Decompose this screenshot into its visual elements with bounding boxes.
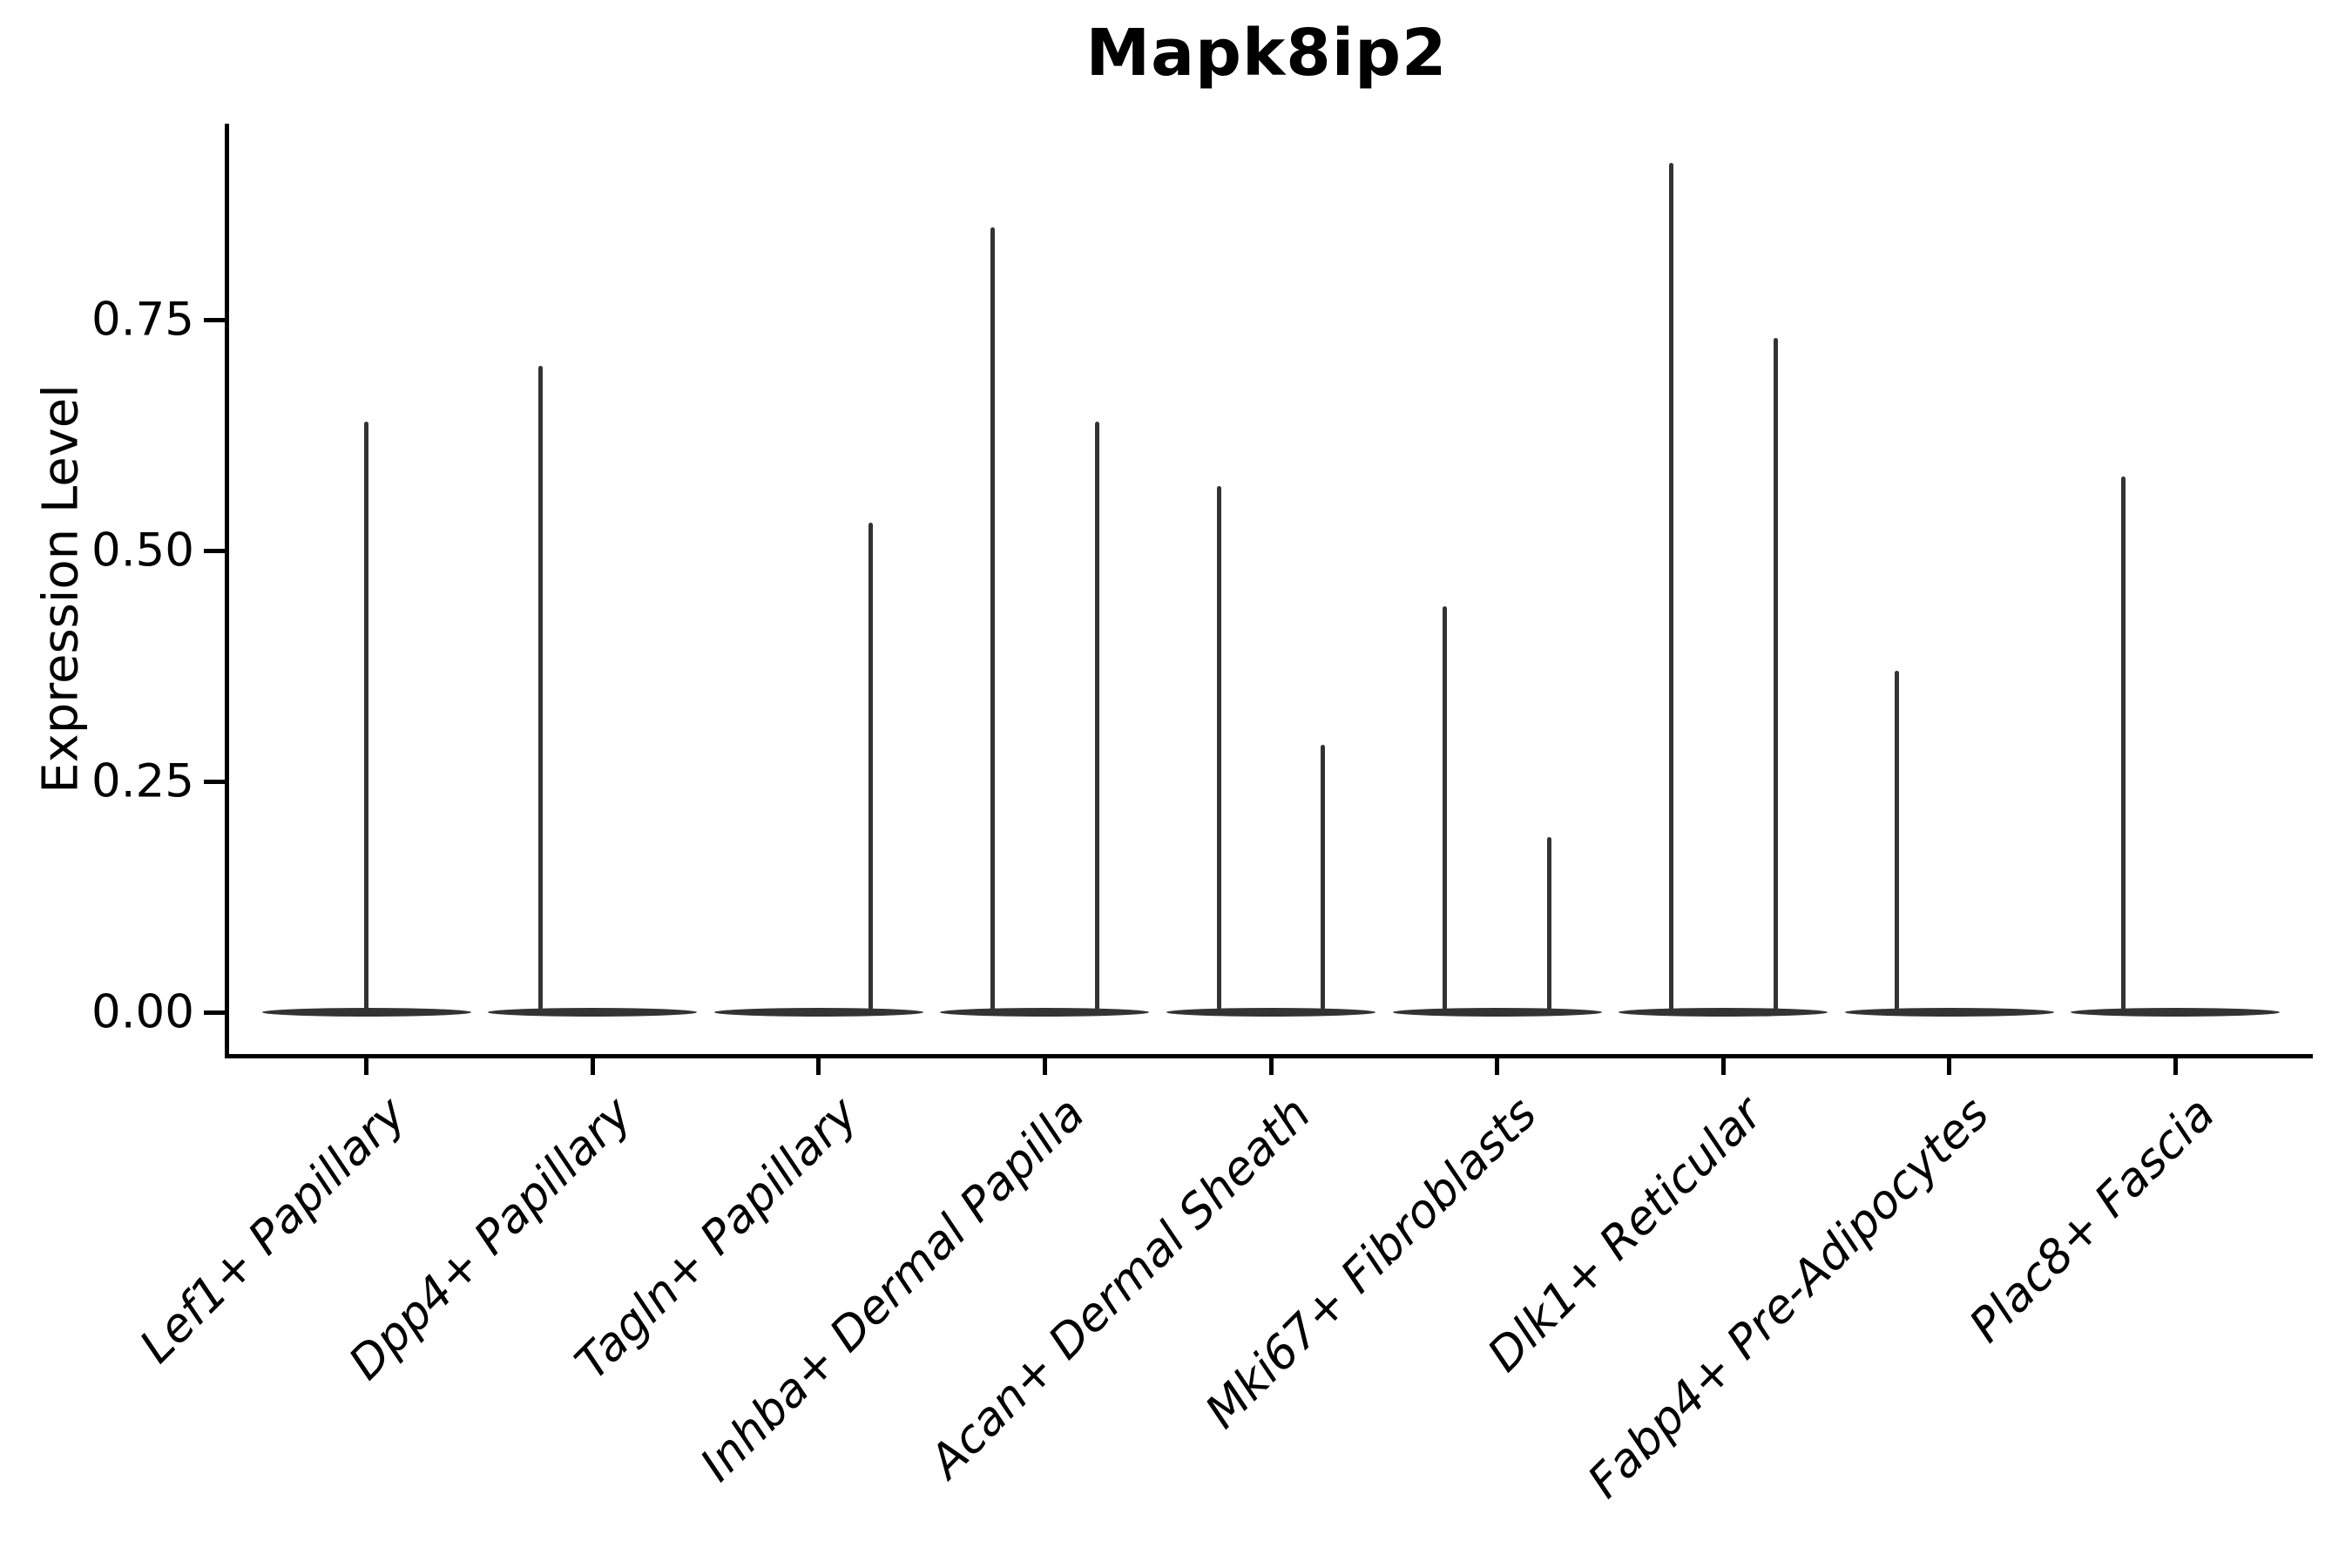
plot-area: 0.00 0.25 0.50 0.75 Lef1+ Papillary Dpp4+ Pap… bbox=[91, 124, 2313, 1509]
x-axis-tick bbox=[364, 1054, 369, 1075]
y-axis-tick bbox=[204, 779, 225, 784]
violin-body bbox=[2071, 1008, 2281, 1017]
x-axis-tick bbox=[2173, 1054, 2178, 1075]
x-tick-label-text: Inhba+ Dermal Papilla bbox=[690, 1087, 1095, 1492]
x-axis-tick bbox=[816, 1054, 821, 1075]
violin-body bbox=[261, 1008, 471, 1017]
y-axis-label: Expression Level bbox=[32, 384, 90, 794]
y-axis-tick bbox=[204, 548, 225, 553]
violin-body bbox=[1619, 1008, 1828, 1017]
violin-spike bbox=[1094, 421, 1099, 1012]
violin-spike bbox=[1668, 162, 1673, 1012]
x-axis-tick bbox=[1268, 1054, 1274, 1075]
x-axis-tick bbox=[1947, 1054, 1952, 1075]
chart-title: Mapk8ip2 bbox=[1085, 16, 1448, 91]
x-axis-tick bbox=[1720, 1054, 1726, 1075]
violin-body bbox=[940, 1008, 1150, 1017]
violin-spike bbox=[1773, 338, 1778, 1012]
violin-spike bbox=[1443, 605, 1448, 1012]
y-tick-label: 0.75 bbox=[91, 293, 194, 347]
x-tick-label-text: Plac8+ Fascia bbox=[1959, 1087, 2226, 1353]
violin-body bbox=[1166, 1008, 1375, 1017]
y-tick-label: 0.25 bbox=[91, 754, 194, 808]
x-axis-tick bbox=[1495, 1054, 1500, 1075]
violin-body bbox=[713, 1008, 923, 1017]
violin-spike bbox=[868, 523, 874, 1012]
violin-spike bbox=[990, 227, 995, 1012]
violin-body bbox=[1844, 1008, 2054, 1017]
x-tick-label-text: Acan+ Dermal Sheath bbox=[919, 1087, 1321, 1489]
violin-spike bbox=[1321, 744, 1326, 1012]
y-axis-tick bbox=[204, 317, 225, 322]
x-axis-tick bbox=[590, 1054, 595, 1075]
violin-body bbox=[1392, 1008, 1602, 1017]
violin-spike bbox=[1547, 836, 1552, 1012]
violin-spike bbox=[1216, 485, 1221, 1012]
y-tick-label: 0.50 bbox=[91, 524, 194, 578]
x-axis-tick bbox=[1042, 1054, 1047, 1075]
x-tick-label-text: Fabp4+ Pre-Adipocytes bbox=[1578, 1087, 1999, 1509]
violin-body bbox=[488, 1008, 698, 1017]
violin-spike bbox=[364, 421, 369, 1012]
violin-spike bbox=[537, 366, 543, 1012]
y-tick-label: 0.00 bbox=[91, 985, 194, 1039]
violin-spike bbox=[2120, 476, 2126, 1012]
y-axis-tick bbox=[204, 1010, 225, 1015]
violin-spike bbox=[1895, 670, 1900, 1012]
